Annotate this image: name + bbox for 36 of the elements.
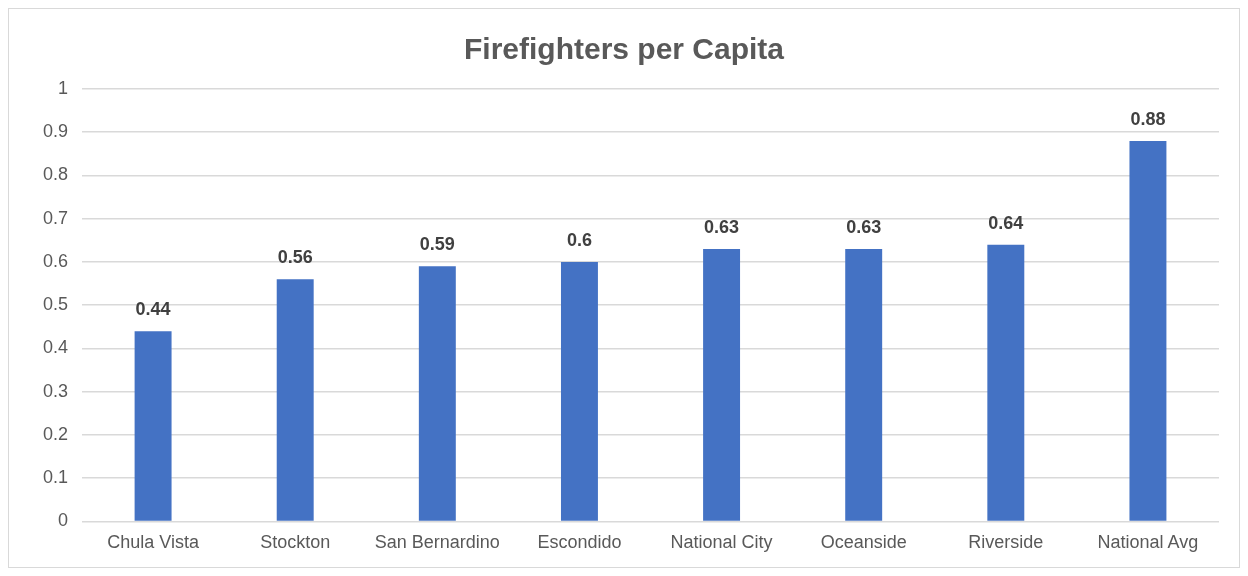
bar: [1129, 140, 1167, 521]
x-tick-label: National Avg: [1097, 532, 1199, 553]
x-tick-label: Oceanside: [820, 532, 907, 553]
x-tick-label: San Bernardino: [374, 532, 500, 553]
y-tick-label: 0.6: [42, 250, 69, 271]
data-label: 0.64: [988, 212, 1024, 233]
y-tick-label: 0.2: [42, 423, 69, 444]
y-tick-label: 0.3: [42, 380, 69, 401]
bar: [418, 266, 456, 521]
x-tick-label: Escondido: [537, 532, 622, 553]
bar: [845, 248, 883, 521]
x-tick-label: Chula Vista: [107, 532, 200, 553]
data-label: 0.44: [135, 299, 171, 320]
data-label: 0.59: [419, 234, 455, 255]
bar: [703, 248, 741, 521]
chart-title: Firefighters per Capita: [463, 32, 785, 66]
y-tick-label: 0.7: [42, 207, 69, 228]
y-tick-label: 0.1: [42, 467, 69, 488]
x-tick-label: Stockton: [260, 532, 331, 553]
y-tick-label: 0.9: [42, 121, 69, 142]
y-tick-label: 1: [58, 77, 69, 98]
data-label: 0.88: [1130, 108, 1166, 129]
y-tick-label: 0.4: [42, 337, 69, 358]
bar: [560, 261, 598, 521]
bar: [987, 244, 1025, 521]
bar: [276, 279, 314, 521]
data-label: 0.63: [846, 216, 882, 237]
y-tick-label: 0.8: [42, 164, 69, 185]
data-label: 0.63: [704, 216, 740, 237]
bar: [134, 331, 172, 521]
x-tick-label: Riverside: [968, 532, 1044, 553]
x-tick-label: National City: [670, 532, 773, 553]
y-tick-label: 0.5: [42, 294, 69, 315]
y-tick-label: 0: [58, 510, 69, 531]
data-label: 0.56: [277, 247, 313, 268]
data-label: 0.6: [566, 229, 592, 250]
